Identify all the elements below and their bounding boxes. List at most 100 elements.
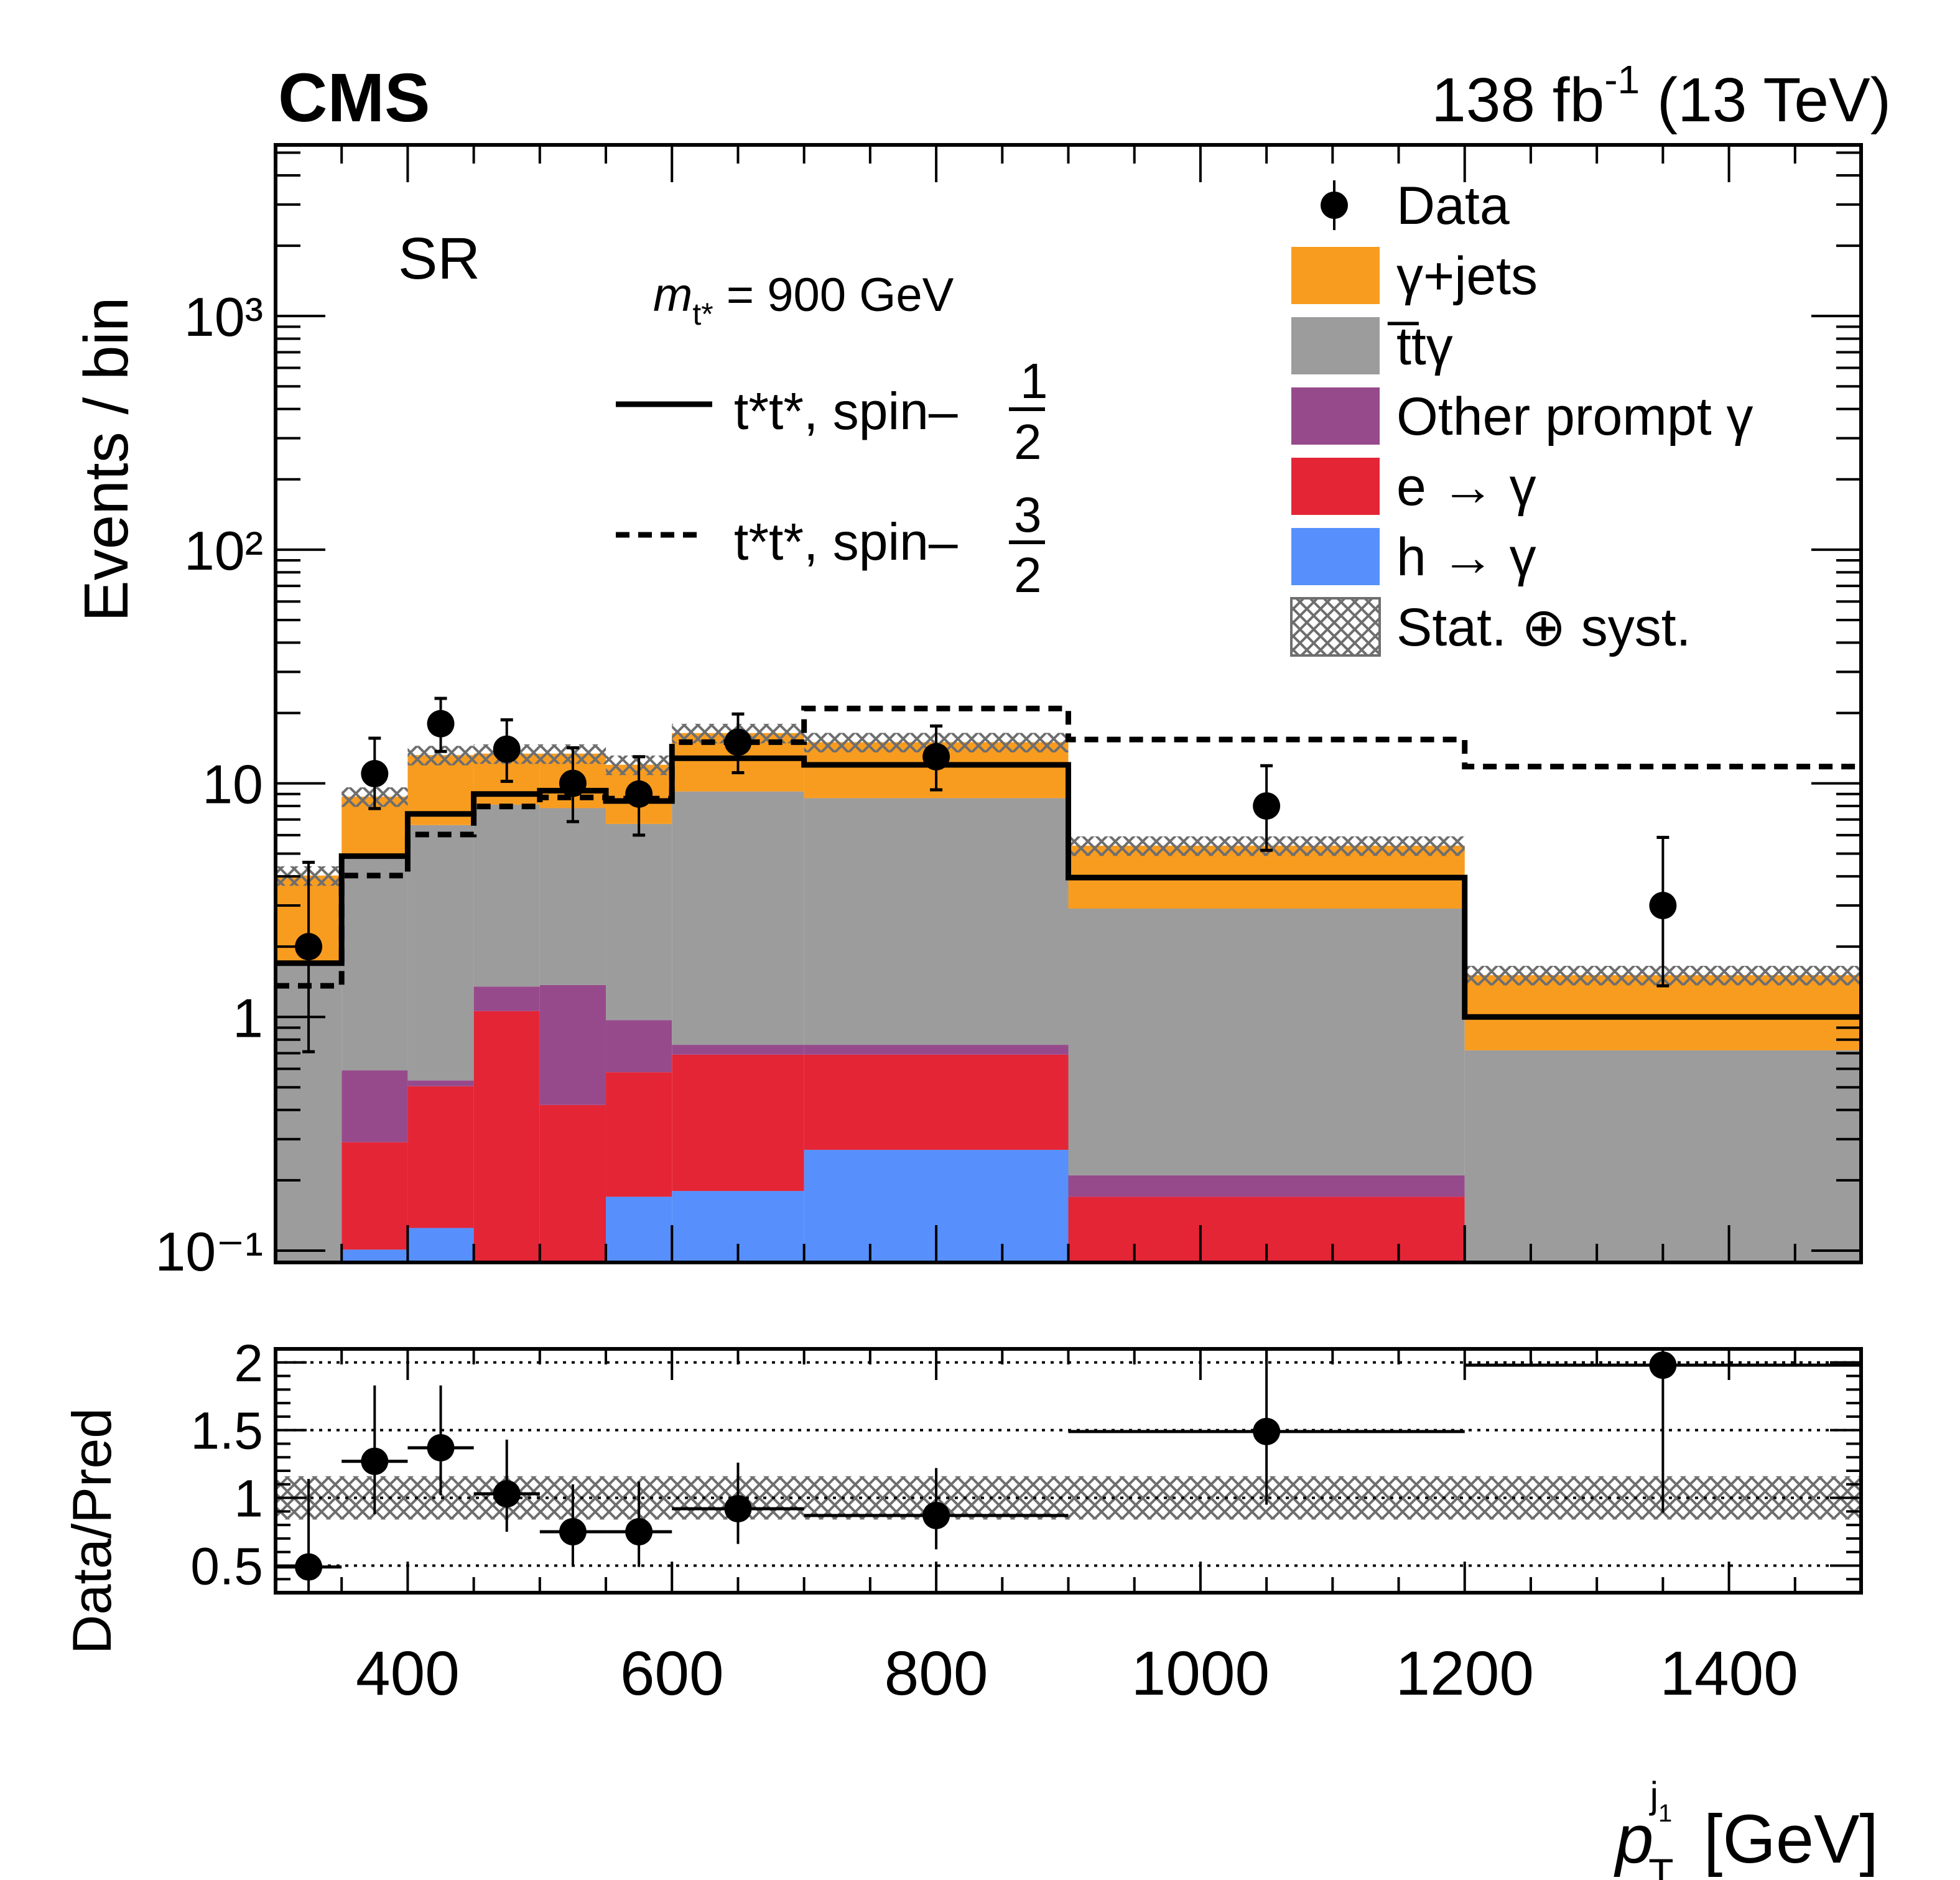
stack-bar [606, 1197, 672, 1262]
ratio-gridlines [276, 1361, 1861, 1567]
legend-swatch-icon [1291, 247, 1380, 304]
x-tick-labels: 400 600 800 1000 1200 1400 [356, 1639, 1798, 1708]
data-points [295, 697, 1677, 1053]
stack-bar [606, 823, 672, 1021]
ratio-point [559, 1518, 587, 1545]
lumi-exponent: -1 [1604, 57, 1640, 102]
y-tick-label: 10³ [184, 286, 263, 348]
signal-legend: mt* = 900 GeV t*t*, spin– 1 2 t*t*, spin… [616, 269, 1048, 603]
ratio-point [427, 1433, 455, 1461]
x-tick-label: 600 [620, 1639, 724, 1708]
ratio-point [625, 1518, 653, 1545]
stack-bar [1068, 1175, 1465, 1197]
legend-spin-threehalf-label: t*t*, spin– [734, 512, 958, 571]
ratio-y-axis-title: Data/Pred [61, 1408, 123, 1654]
lumi-prefix: 138 fb [1431, 65, 1604, 135]
ratio-axes: 0.5 1 1.5 2 [190, 1334, 1863, 1595]
region-label: SR [398, 226, 480, 292]
x-tick-label: 1000 [1131, 1639, 1270, 1708]
stack-bar [672, 1045, 804, 1055]
x-tick-label: 400 [356, 1639, 460, 1708]
legend-spin-threehalf-text: t*t*, spin– [734, 512, 958, 571]
x-axis-title: pTj1 [GeV] [1614, 1774, 1879, 1880]
stack-bar [407, 1080, 474, 1086]
stack-bar [473, 986, 540, 1011]
ratio-points [276, 1349, 1861, 1593]
data-point [625, 780, 653, 808]
experiment-label: CMS [278, 60, 430, 136]
legend-label: e → γ [1396, 457, 1536, 517]
ratio-frame [274, 1347, 1863, 1595]
mass-value: = 900 GeV [713, 269, 954, 322]
legend-data-marker-icon [1321, 192, 1348, 219]
legend-swatch-icon [1291, 458, 1380, 515]
legend-label: h → γ [1396, 527, 1536, 587]
x-axis-superscript-sub: 1 [1658, 1800, 1672, 1827]
legend-label: Other prompt γ [1396, 387, 1753, 447]
main-plot: 10⁻¹ 1 10 10² 10³ [155, 143, 1863, 1282]
x-tick-label: 1200 [1396, 1639, 1534, 1708]
data-point [1253, 792, 1281, 820]
data-point [295, 933, 323, 961]
stack-bar [804, 1045, 1069, 1055]
stack-bar [341, 1249, 408, 1262]
main-axes: 10⁻¹ 1 10 10² 10³ [155, 143, 1863, 1282]
x-axis-subscript: T [1648, 1850, 1673, 1880]
ratio-y-tick-label: 1.5 [190, 1402, 263, 1460]
legend-hatch-icon [1290, 597, 1381, 657]
data-point [559, 769, 587, 797]
ratio-point [493, 1480, 521, 1508]
data-point [724, 728, 752, 756]
y-tick-label: 10² [184, 520, 263, 581]
stack-bar [473, 1011, 540, 1262]
legend-spin-threehalf-den: 2 [1014, 547, 1042, 603]
lumi-suffix: (13 TeV) [1640, 65, 1891, 135]
legend-spin-half-label: t*t*, spin– [734, 382, 958, 440]
ratio-point [1253, 1417, 1281, 1445]
stack-bar [672, 1054, 804, 1192]
stack-bar [672, 791, 804, 1045]
legend-swatch-icon [1291, 317, 1380, 374]
stack-bar [539, 984, 606, 1105]
legend-label: γ+jets [1396, 246, 1538, 306]
y-axis-title: Events / bin [72, 297, 141, 622]
ratio-plot: 0.5 1 1.5 2 [190, 1334, 1863, 1595]
ratio-point [295, 1553, 323, 1581]
stack-bar [1464, 1050, 1861, 1262]
ratio-y-tick-label: 0.5 [190, 1537, 263, 1595]
stack-bar [473, 804, 540, 987]
mass-symbol: m [653, 269, 692, 322]
legend-swatch-icon [1291, 528, 1380, 585]
stack-bar [407, 1086, 474, 1228]
legend-spin-half-den: 2 [1014, 414, 1042, 470]
ratio-point [1649, 1351, 1677, 1379]
stack-bar [341, 1070, 408, 1142]
data-point [1649, 892, 1677, 920]
x-tick-label: 800 [885, 1639, 988, 1708]
ratio-point [922, 1501, 950, 1529]
data-point [922, 743, 950, 771]
legend-label: Stat. ⊕ syst. [1396, 598, 1691, 657]
legend-spin-half-text: t*t*, spin– [734, 382, 958, 440]
stack-bar [539, 808, 606, 985]
y-tick-label: 1 [233, 987, 263, 1049]
y-tick-label: 10⁻¹ [155, 1221, 263, 1282]
stack-bar [606, 1072, 672, 1197]
x-axis-unit: [GeV] [1684, 1801, 1879, 1878]
stack-bar [606, 1020, 672, 1073]
ratio-y-tick-label: 1 [234, 1470, 263, 1528]
stack-bar [341, 1142, 408, 1250]
stack-bar [341, 856, 408, 1071]
mass-label: mt* = 900 GeV [653, 269, 954, 331]
legend-spin-half-num: 1 [1020, 353, 1048, 409]
ratio-y-tick-label: 2 [234, 1334, 263, 1392]
x-tick-label: 1400 [1660, 1639, 1798, 1708]
data-point [493, 735, 521, 763]
legend-spin-threehalf-num: 3 [1014, 487, 1042, 542]
stack-bar [804, 1054, 1069, 1150]
data-point [427, 710, 455, 738]
stack-bar [407, 825, 474, 1081]
ratio-point [724, 1494, 752, 1522]
signal-spin-3-2-line [276, 705, 1861, 989]
